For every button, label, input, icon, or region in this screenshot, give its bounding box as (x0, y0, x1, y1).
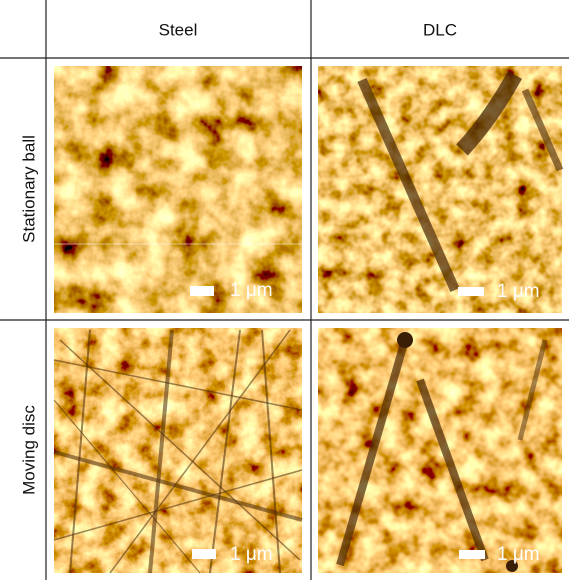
afm-texture (54, 66, 302, 313)
scale-bar (458, 287, 484, 296)
afm-image: 1 μm (54, 328, 302, 573)
scale-bar (190, 286, 214, 296)
scale-label: 1 μm (230, 280, 273, 301)
column-header: DLC (423, 20, 457, 39)
defect (397, 332, 413, 348)
afm-image: 1 μm (54, 66, 302, 313)
afm-image: 1 μm (318, 66, 562, 313)
row-header: Stationary ball (19, 135, 38, 243)
afm-texture (318, 66, 562, 313)
scale-bar (192, 549, 216, 559)
scale-label: 1 μm (497, 281, 540, 302)
row-header: Moving disc (19, 405, 38, 495)
scale-bar (459, 550, 485, 559)
column-header: Steel (159, 20, 198, 39)
scale-label: 1 μm (497, 544, 540, 565)
scale-label: 1 μm (230, 544, 273, 565)
afm-texture (318, 328, 562, 573)
page: {"table": {"columns": ["Steel", "DLC"], … (0, 0, 569, 580)
figure: Steel DLC Stationary ball Moving disc 1 … (0, 0, 569, 580)
afm-image: 1 μm (318, 328, 562, 573)
